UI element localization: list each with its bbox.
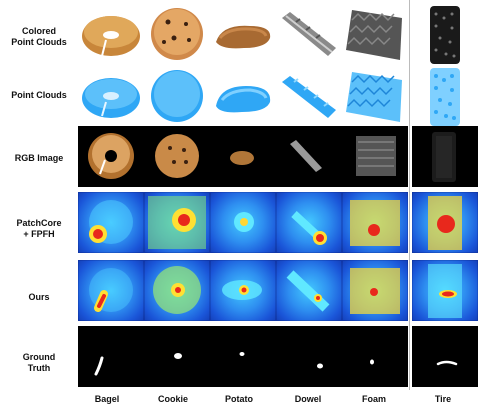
point-cloud-foam: [342, 66, 408, 127]
row-label-rgb-image: RGB Image: [14, 153, 64, 163]
patchcore-heatmap-bagel: [78, 192, 144, 253]
rgb-image-potato: [210, 126, 276, 187]
rgb-image-foam: [342, 126, 408, 187]
col-label-dowel: Dowel: [294, 394, 322, 404]
col-label-bagel: Bagel: [94, 394, 120, 404]
row-label-ground-truth: Ground Truth: [22, 352, 56, 373]
rgb-image-dowel: [276, 126, 342, 187]
colored-cloud-foam: [342, 4, 408, 65]
ours-heatmap-dowel: [276, 260, 342, 321]
ground-truth-cookie: [144, 326, 210, 387]
ground-truth-foam: [342, 326, 408, 387]
point-cloud-tire: [412, 66, 478, 127]
ours-heatmap-tire: [412, 260, 478, 321]
row-label-point-clouds: Point Clouds: [11, 90, 67, 100]
rgb-image-tire: [412, 126, 478, 187]
ours-heatmap-cookie: [144, 260, 210, 321]
rgb-image-bagel: [78, 126, 144, 187]
ours-heatmap-potato: [210, 260, 276, 321]
point-cloud-cookie: [144, 66, 210, 127]
point-cloud-bagel: [78, 66, 144, 127]
ground-truth-bagel: [78, 326, 144, 387]
ours-heatmap-bagel: [78, 260, 144, 321]
ground-truth-potato: [210, 326, 276, 387]
col-label-potato: Potato: [225, 394, 253, 404]
rgb-image-cookie: [144, 126, 210, 187]
patchcore-heatmap-foam: [342, 192, 408, 253]
colored-cloud-dowel: [276, 4, 342, 65]
point-cloud-potato: [210, 66, 276, 127]
column-divider: [409, 0, 410, 390]
row-label-colored-point-clouds: Colored Point Clouds: [11, 26, 67, 47]
row-label-ours: Ours: [28, 292, 50, 302]
ours-heatmap-foam: [342, 260, 408, 321]
patchcore-heatmap-potato: [210, 192, 276, 253]
patchcore-heatmap-tire: [412, 192, 478, 253]
ground-truth-dowel: [276, 326, 342, 387]
colored-cloud-bagel: [78, 4, 144, 65]
col-label-tire: Tire: [434, 394, 452, 404]
colored-cloud-cookie: [144, 4, 210, 65]
col-label-foam: Foam: [361, 394, 386, 404]
col-label-cookie: Cookie: [157, 394, 188, 404]
colored-cloud-potato: [210, 4, 276, 65]
point-cloud-dowel: [276, 66, 342, 127]
colored-cloud-tire: [412, 4, 478, 65]
patchcore-heatmap-cookie: [144, 192, 210, 253]
row-label-patchcore-fpfh: PatchCore + FPFH: [16, 218, 62, 239]
patchcore-heatmap-dowel: [276, 192, 342, 253]
ground-truth-tire: [412, 326, 478, 387]
